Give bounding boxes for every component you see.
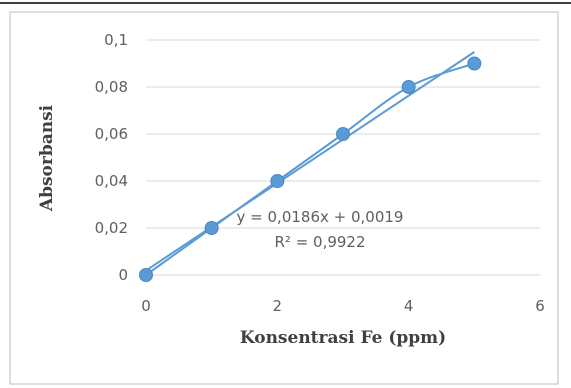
- trendline: [145, 51, 475, 272]
- y-tick-labels: 0 0,02 0,04 0,06 0,08 0,1: [95, 31, 128, 284]
- data-point: [270, 174, 285, 188]
- trendline-line: [145, 51, 475, 272]
- data-point: [336, 127, 350, 141]
- trendline-equation: y = 0,0186x + 0,0019: [237, 208, 404, 226]
- y-tick-label: 0,1: [104, 31, 128, 49]
- trendline-r2: R² = 0,9922: [274, 233, 365, 251]
- x-tick-label: 6: [535, 297, 545, 315]
- chart-border: [9, 11, 559, 385]
- y-axis-title: Absorbansi: [37, 104, 57, 212]
- y-tick-label: 0,02: [95, 219, 128, 237]
- x-tick-label: 2: [273, 297, 283, 315]
- data-point: [139, 268, 153, 282]
- data-point: [204, 221, 219, 235]
- x-axis-title: Konsentrasi Fe (ppm): [240, 328, 446, 348]
- y-tick-label: 0,04: [95, 172, 128, 190]
- data-point: [401, 80, 416, 94]
- x-tick-labels: 0 2 4 6: [141, 297, 545, 315]
- x-tick-label: 0: [141, 297, 151, 315]
- y-tick-label: 0,06: [95, 125, 128, 143]
- y-tick-label: 0,08: [95, 78, 128, 96]
- data-point: [467, 56, 482, 71]
- y-tick-label: 0: [118, 266, 128, 284]
- data-points: [139, 56, 482, 282]
- x-tick-label: 4: [404, 297, 414, 315]
